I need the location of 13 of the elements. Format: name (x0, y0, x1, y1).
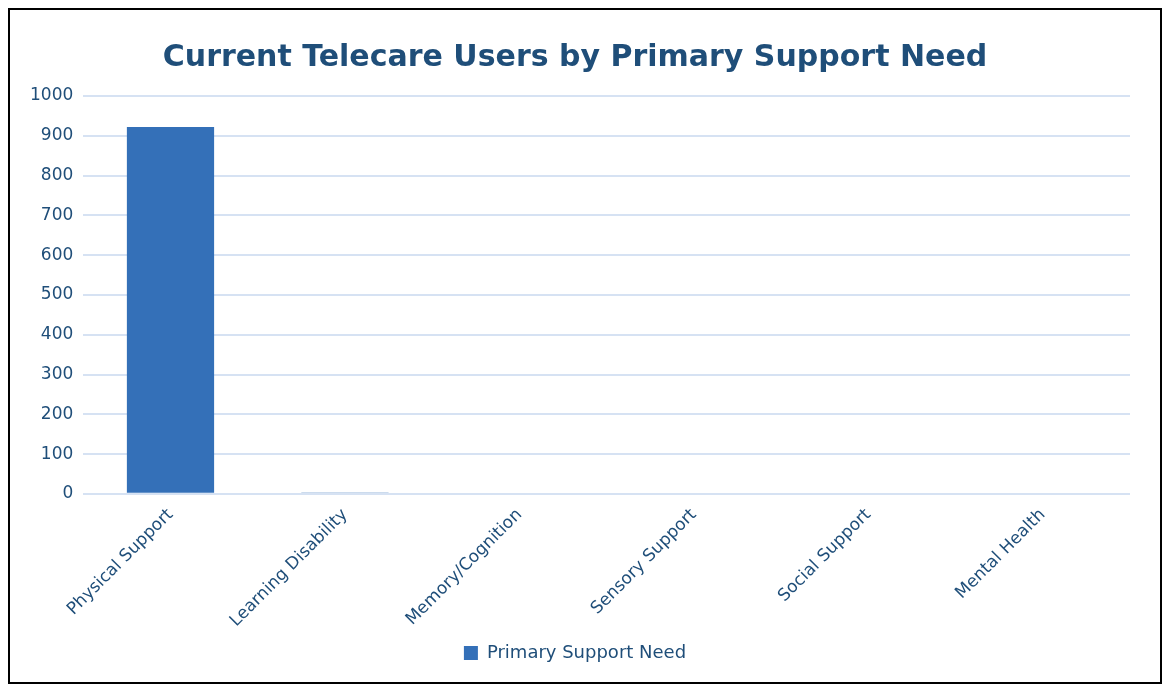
y-tick-label: 200 (40, 402, 74, 423)
y-tick-label: 400 (40, 323, 74, 344)
y-tick-label: 700 (40, 203, 74, 224)
legend-label: Primary Support Need (486, 640, 687, 662)
chart-title: Current Telecare Users by Primary Support Need (162, 37, 988, 73)
y-tick-label: 0 (62, 482, 74, 503)
y-tick-label: 600 (40, 243, 74, 264)
y-tick-label: 500 (40, 283, 74, 304)
y-tick-label: 1000 (30, 84, 74, 105)
y-tick-label: 100 (40, 442, 74, 463)
y-tick-label: 300 (40, 362, 74, 383)
y-tick-label: 900 (40, 124, 74, 145)
y-tick-label: 800 (40, 164, 74, 184)
